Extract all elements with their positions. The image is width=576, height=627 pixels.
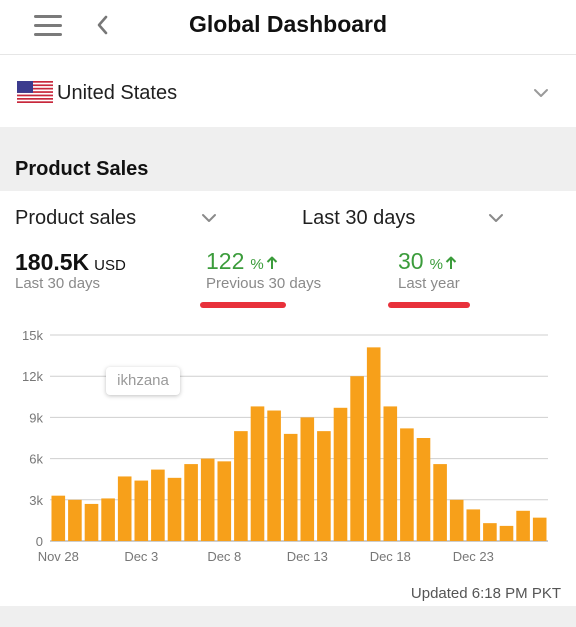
chart-bar[interactable]	[466, 509, 481, 541]
section-header-band	[0, 127, 576, 191]
x-tick-label: Dec 23	[453, 549, 494, 564]
highlight-underline	[388, 302, 470, 308]
year-pct-symbol: %	[429, 256, 443, 273]
chart-bar[interactable]	[283, 433, 298, 541]
chart-bar[interactable]	[68, 499, 82, 541]
chart-bar[interactable]	[383, 406, 398, 541]
top-bar: Global Dashboard	[0, 0, 576, 55]
chart-bar[interactable]	[267, 410, 281, 541]
chart-bar[interactable]	[300, 417, 315, 541]
bottom-band	[0, 606, 576, 627]
total-value-number: 180.5K	[15, 249, 90, 275]
chart-bar[interactable]	[117, 476, 132, 541]
x-tick-label: Dec 8	[207, 549, 241, 564]
y-tick-label: 9k	[29, 410, 43, 425]
total-sales-value: 180.5K USD	[15, 249, 126, 276]
period-dropdown[interactable]: Last 30 days	[302, 207, 416, 229]
chart-bar[interactable]	[250, 406, 265, 541]
last-year-caption: Last year	[398, 275, 460, 292]
page-title: Global Dashboard	[188, 11, 388, 37]
chart-bar[interactable]	[400, 428, 414, 541]
chart-bar[interactable]	[449, 499, 464, 541]
year-pct-value: 30	[398, 248, 424, 274]
total-caption: Last 30 days	[15, 275, 101, 292]
chart-bar[interactable]	[333, 407, 348, 541]
chart-bar[interactable]	[151, 469, 165, 541]
prev-pct-value: 122	[206, 248, 245, 274]
x-tick-label: Nov 28	[38, 549, 79, 564]
chart-bar[interactable]	[167, 477, 182, 541]
chart-bar[interactable]	[101, 498, 115, 541]
arrow-up-icon	[445, 256, 457, 269]
y-tick-label: 6k	[29, 452, 43, 467]
total-value-unit: USD	[94, 257, 126, 274]
x-tick-label: Dec 13	[287, 549, 328, 564]
us-flag-icon	[17, 81, 53, 103]
chart-bar[interactable]	[51, 495, 66, 541]
country-name: United States	[57, 82, 178, 104]
chart-bar[interactable]	[184, 464, 198, 541]
metric-dropdown[interactable]: Product sales	[15, 207, 137, 229]
chart-bar[interactable]	[217, 461, 232, 541]
chart-bar[interactable]	[499, 525, 514, 541]
x-tick-label: Dec 3	[124, 549, 158, 564]
chevron-left-icon[interactable]	[94, 12, 112, 38]
prev-period-caption: Previous 30 days	[206, 275, 322, 292]
prev-period-change: 122%	[206, 248, 278, 275]
chart-bar[interactable]	[433, 464, 447, 541]
section-title: Product Sales	[15, 158, 149, 180]
chart-bar[interactable]	[200, 458, 215, 541]
y-tick-label: 12k	[22, 369, 43, 384]
chevron-down-icon[interactable]	[201, 213, 217, 223]
chart-bar[interactable]	[350, 376, 364, 541]
last-year-change: 30%	[398, 248, 457, 275]
chart-bar[interactable]	[416, 438, 431, 541]
chart-bar[interactable]	[317, 431, 331, 541]
chevron-down-icon[interactable]	[488, 213, 504, 223]
y-tick-label: 15k	[22, 328, 43, 343]
chart-bar[interactable]	[532, 517, 547, 541]
arrow-up-icon	[266, 256, 277, 269]
x-tick-label: Dec 18	[370, 549, 411, 564]
prev-pct-symbol: %	[250, 256, 264, 273]
y-tick-label: 3k	[29, 493, 43, 508]
updated-timestamp: Updated 6:18 PM PKT	[410, 585, 561, 602]
chart-bar[interactable]	[134, 480, 149, 541]
chart-bar[interactable]	[366, 347, 381, 541]
watermark: ikhzana	[106, 367, 180, 395]
y-tick-label: 0	[36, 534, 43, 549]
chart-bar[interactable]	[234, 431, 248, 541]
chart-bar[interactable]	[84, 503, 99, 541]
chevron-down-icon[interactable]	[532, 87, 550, 99]
hamburger-menu-icon[interactable]	[34, 15, 62, 37]
country-selector[interactable]: United States	[0, 55, 576, 127]
highlight-underline	[200, 302, 286, 308]
sales-bar-chart: 0 3k 6k 9k 12k 15k Nov 28 Dec 3 Dec 8 Dec 13 Dec 1…	[22, 328, 548, 564]
chart-bar[interactable]	[483, 523, 497, 541]
chart-bar[interactable]	[516, 510, 530, 541]
